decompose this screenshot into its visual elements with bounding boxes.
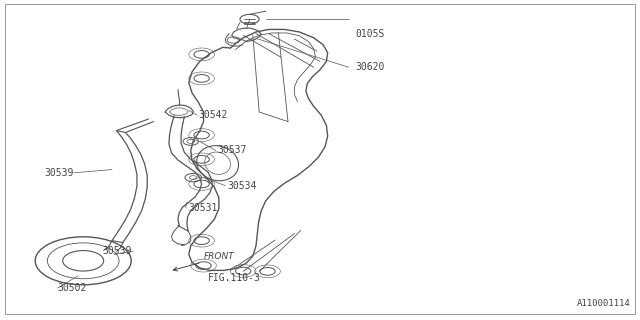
Text: 30539: 30539 [45, 168, 74, 178]
Text: FRONT: FRONT [204, 252, 234, 261]
Text: A110001114: A110001114 [577, 299, 630, 308]
Text: 30620: 30620 [355, 62, 385, 72]
Text: 30531: 30531 [189, 203, 218, 213]
Text: 30539: 30539 [102, 246, 132, 256]
Text: 30537: 30537 [218, 145, 247, 156]
Text: 0105S: 0105S [355, 28, 385, 39]
Text: 30542: 30542 [198, 110, 228, 120]
Text: FIG.110-3: FIG.110-3 [208, 273, 261, 284]
Text: 30502: 30502 [58, 283, 87, 293]
Text: 30534: 30534 [227, 180, 257, 191]
